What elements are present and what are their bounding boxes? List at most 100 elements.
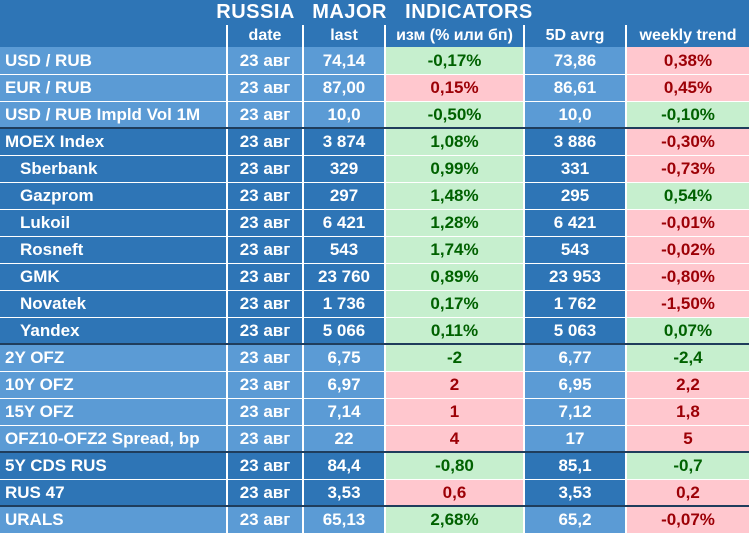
row-divider: [0, 317, 749, 318]
row-name: 15Y OFZ: [0, 398, 228, 425]
row-weekly-trend: -0,73%: [627, 155, 749, 182]
row-last: 84,4: [304, 452, 386, 479]
row-weekly-trend: -0,7: [627, 452, 749, 479]
row-date: 23 авг: [228, 425, 304, 452]
row-change: 0,15%: [386, 74, 525, 101]
row-last: 6,97: [304, 371, 386, 398]
group-separator: [0, 505, 749, 507]
row-date: 23 авг: [228, 506, 304, 533]
row-5d-avg: 10,0: [525, 101, 627, 128]
row-date: 23 авг: [228, 128, 304, 155]
row-last: 6,75: [304, 344, 386, 371]
row-weekly-trend: -2,4: [627, 344, 749, 371]
row-divider: [0, 371, 749, 372]
row-date: 23 авг: [228, 452, 304, 479]
row-weekly-trend: -0,02%: [627, 236, 749, 263]
header-name: [0, 25, 228, 47]
row-name: GMK: [0, 263, 228, 290]
row-5d-avg: 3 886: [525, 128, 627, 155]
row-last: 22: [304, 425, 386, 452]
row-5d-avg: 1 762: [525, 290, 627, 317]
row-name: USD / RUB: [0, 47, 228, 74]
row-change: 0,6: [386, 479, 525, 506]
row-divider: [0, 398, 749, 399]
row-name: 10Y OFZ: [0, 371, 228, 398]
table-row: URALS 23 авг 65,13 2,68% 65,2 -0,07%: [0, 506, 749, 533]
row-change: 1,74%: [386, 236, 525, 263]
row-name: Lukoil: [0, 209, 228, 236]
row-date: 23 авг: [228, 344, 304, 371]
table-row: Lukoil 23 авг 6 421 1,28% 6 421 -0,01%: [0, 209, 749, 236]
row-last: 65,13: [304, 506, 386, 533]
row-5d-avg: 86,61: [525, 74, 627, 101]
row-change: -2: [386, 344, 525, 371]
row-5d-avg: 3,53: [525, 479, 627, 506]
row-change: -0,17%: [386, 47, 525, 74]
row-date: 23 авг: [228, 74, 304, 101]
row-change: 1,48%: [386, 182, 525, 209]
row-5d-avg: 6,95: [525, 371, 627, 398]
row-name: OFZ10-OFZ2 Spread, bp: [0, 425, 228, 452]
row-weekly-trend: -1,50%: [627, 290, 749, 317]
table-row: 10Y OFZ 23 авг 6,97 2 6,95 2,2: [0, 371, 749, 398]
group-separator: [0, 343, 749, 345]
row-weekly-trend: -0,01%: [627, 209, 749, 236]
row-name: USD / RUB Impld Vol 1M: [0, 101, 228, 128]
row-date: 23 авг: [228, 209, 304, 236]
table-row: Novatek 23 авг 1 736 0,17% 1 762 -1,50%: [0, 290, 749, 317]
row-date: 23 авг: [228, 479, 304, 506]
header-change: изм (% или бп): [386, 25, 525, 47]
row-date: 23 авг: [228, 47, 304, 74]
row-weekly-trend: 0,38%: [627, 47, 749, 74]
row-last: 74,14: [304, 47, 386, 74]
row-weekly-trend: 0,07%: [627, 317, 749, 344]
row-weekly-trend: 1,8: [627, 398, 749, 425]
row-weekly-trend: -0,80%: [627, 263, 749, 290]
row-last: 3 874: [304, 128, 386, 155]
row-weekly-trend: 0,54%: [627, 182, 749, 209]
row-divider: [0, 479, 749, 480]
row-5d-avg: 331: [525, 155, 627, 182]
table-row: EUR / RUB 23 авг 87,00 0,15% 86,61 0,45%: [0, 74, 749, 101]
header-5d-avg: 5D avrg: [525, 25, 627, 47]
row-last: 5 066: [304, 317, 386, 344]
row-divider: [0, 74, 749, 75]
row-change: 1: [386, 398, 525, 425]
row-divider: [0, 101, 749, 102]
row-weekly-trend: -0,30%: [627, 128, 749, 155]
row-change: 2,68%: [386, 506, 525, 533]
row-date: 23 авг: [228, 317, 304, 344]
table-row: Rosneft 23 авг 543 1,74% 543 -0,02%: [0, 236, 749, 263]
table-row: 5Y CDS RUS 23 авг 84,4 -0,80 85,1 -0,7: [0, 452, 749, 479]
row-divider: [0, 425, 749, 426]
row-last: 3,53: [304, 479, 386, 506]
row-5d-avg: 85,1: [525, 452, 627, 479]
row-last: 1 736: [304, 290, 386, 317]
row-date: 23 авг: [228, 182, 304, 209]
row-change: 1,08%: [386, 128, 525, 155]
table-row: RUS 47 23 авг 3,53 0,6 3,53 0,2: [0, 479, 749, 506]
row-change: 0,17%: [386, 290, 525, 317]
table-row: Sberbank 23 авг 329 0,99% 331 -0,73%: [0, 155, 749, 182]
row-change: -0,50%: [386, 101, 525, 128]
group-separator: [0, 451, 749, 453]
row-5d-avg: 23 953: [525, 263, 627, 290]
row-5d-avg: 295: [525, 182, 627, 209]
row-weekly-trend: 2,2: [627, 371, 749, 398]
row-5d-avg: 7,12: [525, 398, 627, 425]
row-date: 23 авг: [228, 290, 304, 317]
row-5d-avg: 5 063: [525, 317, 627, 344]
row-date: 23 авг: [228, 236, 304, 263]
row-divider: [0, 263, 749, 264]
row-5d-avg: 17: [525, 425, 627, 452]
header-last: last: [304, 25, 386, 47]
table-row: GMK 23 авг 23 760 0,89% 23 953 -0,80%: [0, 263, 749, 290]
row-date: 23 авг: [228, 101, 304, 128]
table-row: 15Y OFZ 23 авг 7,14 1 7,12 1,8: [0, 398, 749, 425]
table-row: Yandex 23 авг 5 066 0,11% 5 063 0,07%: [0, 317, 749, 344]
row-date: 23 авг: [228, 263, 304, 290]
row-change: 4: [386, 425, 525, 452]
group-separator: [0, 127, 749, 129]
row-divider: [0, 182, 749, 183]
